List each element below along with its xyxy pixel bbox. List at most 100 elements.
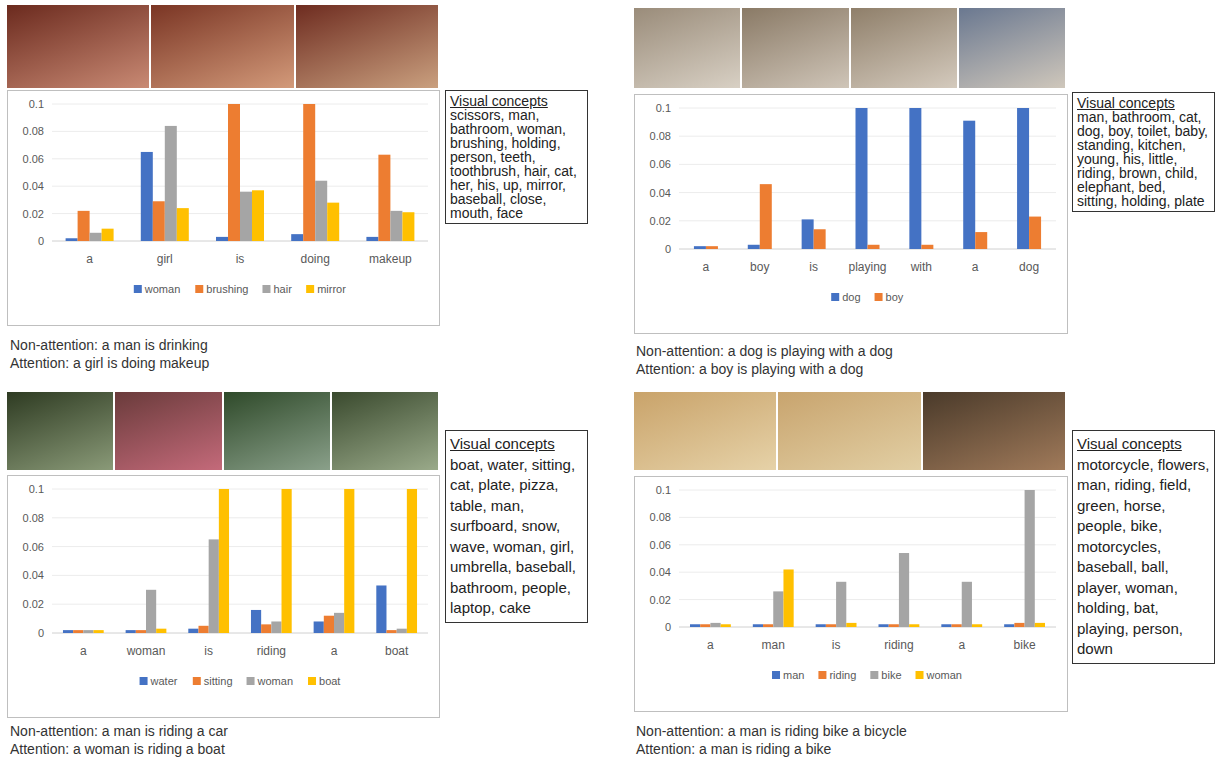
bar (291, 234, 303, 241)
legend-label: man (783, 669, 804, 681)
bar (344, 489, 354, 633)
video-frame (851, 8, 959, 88)
y-tick-label: 0.08 (23, 125, 44, 137)
bar (836, 582, 846, 627)
video-frame (151, 5, 295, 88)
grid-line (52, 517, 428, 518)
y-tick-label: 0.08 (650, 130, 671, 142)
bar (386, 630, 396, 633)
x-tick-label: girl (157, 252, 173, 266)
concepts-box: Visual conceptsman, bathroom, cat, dog, … (1072, 92, 1215, 212)
y-tick-label: 0.04 (650, 566, 671, 578)
bar (78, 211, 90, 241)
bar (63, 630, 73, 633)
video-frame (634, 8, 742, 88)
bar (327, 203, 339, 241)
bar-chart: 00.020.040.060.080.1aboyisplayingwithado… (634, 94, 1068, 334)
bar (198, 626, 208, 633)
bar (1035, 623, 1045, 627)
x-tick-label: riding (257, 644, 286, 658)
y-tick-label: 0.1 (656, 102, 671, 114)
bars (66, 104, 415, 241)
legend-label: bike (881, 669, 901, 681)
legend-label: brushing (206, 283, 248, 295)
x-tick-label: a (958, 638, 965, 652)
legend-swatch (134, 285, 142, 293)
legend-label: hair (273, 283, 292, 295)
x-tick-label: riding (884, 638, 913, 652)
bar (1017, 108, 1029, 249)
bar (153, 201, 165, 241)
y-tick-label: 0.04 (23, 180, 44, 192)
bar (366, 237, 378, 241)
x-tick-label: woman (126, 644, 166, 658)
bar (209, 539, 219, 633)
x-tick-label: playing (848, 260, 886, 274)
bar (868, 245, 880, 249)
bar (814, 229, 826, 249)
chart-frame (8, 476, 440, 718)
bar (94, 630, 104, 633)
x-tick-label: man (762, 638, 785, 652)
bar-chart: 00.020.040.060.080.1agirlisdoingmakeupwo… (7, 90, 440, 326)
legend: dogboy (831, 291, 904, 303)
y-tick-label: 0 (665, 621, 671, 633)
bar (146, 590, 156, 633)
caption: Attention: a boy is playing with a dog (636, 360, 863, 378)
legend-swatch (875, 293, 883, 301)
y-tick-label: 0.1 (656, 484, 671, 496)
video-frame (115, 392, 223, 470)
bar (763, 624, 773, 627)
grid-line (679, 490, 1056, 491)
legend-label: sitting (204, 675, 233, 687)
video-frame (742, 8, 850, 88)
bars (694, 108, 1041, 249)
bar (141, 152, 153, 241)
legend-swatch (140, 677, 148, 685)
grid-line (679, 599, 1056, 600)
bar (136, 630, 146, 633)
bar (378, 155, 390, 241)
bar (102, 229, 114, 241)
x-tick-label: is (832, 638, 841, 652)
video-frame (923, 392, 1067, 470)
y-tick-label: 0 (38, 235, 44, 247)
bar (126, 630, 136, 633)
bar (690, 624, 700, 627)
bar (228, 104, 240, 241)
y-tick-label: 0.06 (23, 541, 44, 553)
caption: Non-attention: a dog is playing with a d… (636, 342, 893, 360)
legend-swatch (772, 671, 780, 679)
legend-swatch (262, 285, 270, 293)
grid-line (52, 546, 428, 547)
bars (690, 490, 1045, 627)
bar (334, 613, 344, 633)
video-frame (224, 392, 332, 470)
x-tick-label: bike (1014, 638, 1036, 652)
caption: Attention: a girl is doing makeup (10, 354, 209, 372)
y-tick-label: 0.02 (650, 594, 671, 606)
legend-swatch (247, 677, 255, 685)
concepts-list: scissors, man, bathroom, woman, brushing… (450, 108, 583, 220)
bar (1029, 217, 1041, 249)
video-frame (7, 5, 151, 88)
bar (748, 245, 760, 249)
x-tick-label: a (80, 644, 87, 658)
bar-chart: 00.020.040.060.080.1awomanisridingaboatw… (7, 475, 440, 718)
bar (921, 245, 933, 249)
bar (90, 233, 102, 241)
legend-label: woman (257, 675, 293, 687)
caption: Attention: a woman is riding a boat (10, 740, 225, 758)
legend-label: boy (886, 291, 904, 303)
bar (397, 629, 407, 633)
bar (962, 582, 972, 627)
legend-label: boat (319, 675, 340, 687)
grid-line (52, 489, 428, 490)
bar (282, 489, 292, 633)
x-tick-label: a (86, 252, 93, 266)
grid-line (679, 627, 1056, 628)
bar (909, 108, 921, 249)
y-tick-label: 0 (665, 243, 671, 255)
bar (402, 212, 414, 241)
bar (1014, 623, 1024, 627)
